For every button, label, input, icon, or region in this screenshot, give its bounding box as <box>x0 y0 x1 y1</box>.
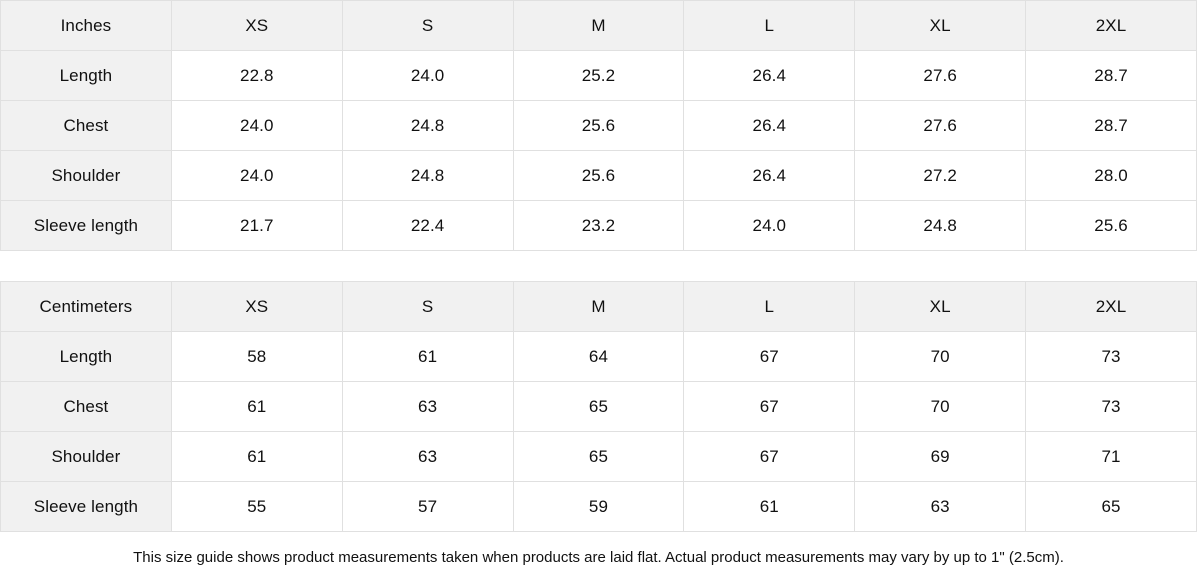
measurement-cell: 28.0 <box>1025 150 1197 201</box>
measurement-cell: 28.7 <box>1025 50 1197 101</box>
size-column-header-m: M <box>512 281 685 332</box>
row-label-cell: Length <box>0 50 172 101</box>
measurement-cell: 27.2 <box>854 150 1027 201</box>
measurement-cell: 25.2 <box>512 50 685 101</box>
measurement-cell: 25.6 <box>512 150 685 201</box>
measurement-cell: 26.4 <box>683 100 856 151</box>
measurement-cell: 24.8 <box>854 200 1027 251</box>
measurement-cell: 67 <box>683 331 856 382</box>
measurement-cell: 67 <box>683 381 856 432</box>
table-row: Chest 24.0 24.8 25.6 26.4 27.6 28.7 <box>0 100 1197 151</box>
row-label-cell: Sleeve length <box>0 481 172 532</box>
measurement-cell: 73 <box>1025 331 1197 382</box>
measurement-cell: 24.0 <box>170 100 343 151</box>
measurement-cell: 25.6 <box>512 100 685 151</box>
size-column-header-2xl: 2XL <box>1025 281 1197 332</box>
measurement-cell: 61 <box>341 331 514 382</box>
table-row: Sleeve length 55 57 59 61 63 65 <box>0 481 1197 532</box>
measurement-cell: 70 <box>854 381 1027 432</box>
header-row: Centimeters XS S M L XL 2XL <box>0 281 1197 332</box>
measurement-cell: 22.8 <box>170 50 343 101</box>
measurement-cell: 59 <box>512 481 685 532</box>
measurement-cell: 27.6 <box>854 100 1027 151</box>
table-row: Shoulder 61 63 65 67 69 71 <box>0 431 1197 482</box>
measurement-cell: 22.4 <box>341 200 514 251</box>
table-row: Chest 61 63 65 67 70 73 <box>0 381 1197 432</box>
size-column-header-xl: XL <box>854 0 1027 51</box>
header-row: Inches XS S M L XL 2XL <box>0 0 1197 51</box>
measurement-cell: 21.7 <box>170 200 343 251</box>
measurement-cell: 67 <box>683 431 856 482</box>
row-label-cell: Shoulder <box>0 150 172 201</box>
measurement-cell: 70 <box>854 331 1027 382</box>
size-column-header-xl: XL <box>854 281 1027 332</box>
row-label-cell: Length <box>0 331 172 382</box>
measurement-cell: 65 <box>512 431 685 482</box>
measurement-cell: 24.0 <box>170 150 343 201</box>
measurement-cell: 24.0 <box>683 200 856 251</box>
row-label-cell: Chest <box>0 100 172 151</box>
measurement-cell: 28.7 <box>1025 100 1197 151</box>
measurement-cell: 63 <box>341 431 514 482</box>
measurement-cell: 27.6 <box>854 50 1027 101</box>
size-column-header-s: S <box>341 281 514 332</box>
measurement-cell: 63 <box>854 481 1027 532</box>
measurement-cell: 61 <box>683 481 856 532</box>
size-column-header-l: L <box>683 0 856 51</box>
row-label-cell: Sleeve length <box>0 200 172 251</box>
unit-label-cell: Centimeters <box>0 281 172 332</box>
centimeters-size-table: Centimeters XS S M L XL 2XL Length 58 61 64 67 70 73 C… <box>0 281 1197 532</box>
table-row: Length 22.8 24.0 25.2 26.4 27.6 28.7 <box>0 50 1197 101</box>
size-column-header-m: M <box>512 0 685 51</box>
measurement-cell: 73 <box>1025 381 1197 432</box>
measurement-cell: 26.4 <box>683 50 856 101</box>
measurement-cell: 71 <box>1025 431 1197 482</box>
measurement-cell: 63 <box>341 381 514 432</box>
size-column-header-xs: XS <box>170 0 343 51</box>
measurement-cell: 61 <box>170 381 343 432</box>
measurement-cell: 24.8 <box>341 100 514 151</box>
measurement-cell: 64 <box>512 331 685 382</box>
table-row: Length 58 61 64 67 70 73 <box>0 331 1197 382</box>
measurement-cell: 23.2 <box>512 200 685 251</box>
table-row: Sleeve length 21.7 22.4 23.2 24.0 24.8 25.6 <box>0 200 1197 251</box>
size-column-header-xs: XS <box>170 281 343 332</box>
measurement-cell: 26.4 <box>683 150 856 201</box>
measurement-cell: 69 <box>854 431 1027 482</box>
size-column-header-2xl: 2XL <box>1025 0 1197 51</box>
measurement-cell: 65 <box>1025 481 1197 532</box>
measurement-cell: 58 <box>170 331 343 382</box>
measurement-cell: 25.6 <box>1025 200 1197 251</box>
measurement-cell: 24.8 <box>341 150 514 201</box>
row-label-cell: Chest <box>0 381 172 432</box>
table-row: Shoulder 24.0 24.8 25.6 26.4 27.2 28.0 <box>0 150 1197 201</box>
row-label-cell: Shoulder <box>0 431 172 482</box>
unit-label-cell: Inches <box>0 0 172 51</box>
measurement-cell: 65 <box>512 381 685 432</box>
measurement-cell: 24.0 <box>341 50 514 101</box>
measurement-cell: 55 <box>170 481 343 532</box>
inches-size-table: Inches XS S M L XL 2XL Length 22.8 24.0 25.2 26.4 27… <box>0 0 1197 251</box>
size-column-header-l: L <box>683 281 856 332</box>
size-guide-footnote: This size guide shows product measuremen… <box>0 532 1197 582</box>
measurement-cell: 61 <box>170 431 343 482</box>
size-column-header-s: S <box>341 0 514 51</box>
measurement-cell: 57 <box>341 481 514 532</box>
